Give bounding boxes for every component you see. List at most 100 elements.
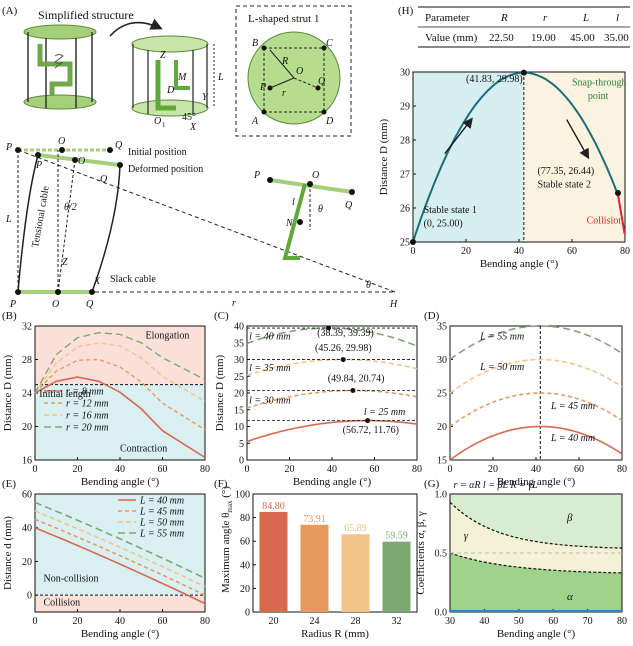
plot-frame [252,493,418,613]
table-header-r-small: r [543,12,548,24]
legend-label-1: L = 40 mm [139,496,184,507]
x-tick-label: 60 [370,464,380,475]
y-tick-label: 28 [400,136,410,147]
x-tick-label: 70 [583,616,593,627]
p2-label: P [259,82,266,93]
panel-d-label: (D) [424,310,440,322]
y-tick-label: 5 [239,439,244,450]
x-tick-label: 20 [285,464,295,475]
x-axis-label: Radius R (mm) [301,628,369,640]
series-label-1: L = 40 mm [550,433,595,444]
contraction-annotation: Contraction [120,444,167,455]
x-diagram-label: X [93,276,101,287]
b2-label: B [252,38,258,49]
series-label-3: L = 50 mm [479,362,524,373]
y-axis-label: Distance D (mm) [214,354,226,431]
peak-annotation: (41.83, 29.98) [466,74,523,85]
y-axis-label: Distance D (mm) [2,354,14,431]
y-tick-label: 20 [240,584,250,595]
y-axis-label: Distance d (mm) [2,516,14,590]
series-line-4 [34,331,206,394]
x-tick-label: 40 [115,616,125,627]
series-label-2: L = 45 mm [550,401,595,412]
y-tick-label: 40 [22,523,32,534]
series-line-3 [449,358,623,394]
peak-annotation-2: (45.26, 29.98) [315,343,372,354]
stable2-point [614,190,621,197]
x-tick-label: 20 [269,616,279,627]
parameter-table: Parameter R r L l Value (mm) 22.50 19.00… [418,6,630,48]
series-label-4: L = 55 mm [479,331,524,342]
y-tick-label: 35 [437,322,447,333]
beta-annotation: β [566,512,573,524]
arrow-down [566,119,590,160]
cylinder-structure [23,24,97,110]
l-detail-label: l [292,197,295,208]
series-line-main [412,71,619,243]
legend-label-3: L = 50 mm [139,518,184,529]
bar-value-label-1: 84.80 [262,501,285,512]
bar-4 [382,541,411,612]
x-tick-label: 0 [245,464,250,475]
angle-label: 45° [182,112,196,123]
x-tick-label: 60 [567,246,577,257]
x-tick-label: 20 [461,246,471,257]
non-collision-annotation: Non-collision [44,574,99,585]
peak-annotation-1: (38.39, 39.39) [317,328,374,339]
x-tick-label: 28 [351,616,361,627]
series-line-1 [34,526,206,605]
p2-diagram-label: P [5,142,12,153]
x-tick-label: 80 [200,616,210,627]
panel-b-label: (B) [2,310,17,322]
y-tick-label: 20 [234,389,244,400]
y-tick-label: 0 [239,456,244,467]
point-m-label: M [177,72,187,83]
table-cell-label: Value (mm) [425,32,478,44]
slack-cable-label: Slack cable [110,274,156,285]
y-tick-label: 35 [234,338,244,349]
panel-e-label: (E) [2,478,16,490]
x-tick-label: 40 [327,464,337,475]
h-point-label: H [389,299,398,310]
y-tick-label: 0 [245,608,250,619]
panel-h-label: (H) [398,5,414,17]
formula-annotation: r = αR l = βL R = γL [453,480,538,491]
panel-a-label: (A) [2,5,18,17]
y-tick-label: 16 [22,456,32,467]
y-tick-label: 32 [22,322,32,333]
series-line-1 [246,419,418,443]
x-axis-label: Bending angle (°) [497,476,576,488]
bar-value-label-3: 65.89 [344,523,367,534]
x-tick-label: 20 [73,616,83,627]
series-line-2 [34,518,206,596]
d2-label: D [325,116,334,127]
y-axis-label: Distance D (mm) [378,118,390,195]
bar-value-label-2: 73.91 [303,514,326,525]
x-tick-label: 0 [448,464,453,475]
x-tick-label: 60 [548,616,558,627]
panel-c-label: (C) [214,310,229,322]
table-cell-r-big: 22.50 [489,32,514,44]
table-header-r-big: R [500,12,508,24]
axis-y-label: Y [202,92,209,103]
stable-state-2-region [523,72,625,242]
series-line-3 [34,342,206,403]
x-axis-label: Bending angle (°) [81,628,160,640]
q1-label: Q [86,299,94,310]
y-tick-label: 30 [437,355,447,366]
chart-h: 0 20 40 60 80 25 26 27 28 29 30 Bending angle (°) Di… [378,68,630,271]
series-line-2 [34,358,206,431]
alpha-annotation: α [567,591,573,603]
q2-diagram-label: Q [115,140,123,151]
x-tick-label: 30 [445,616,455,627]
o1-label: O [154,116,161,127]
gamma-line [449,501,623,549]
a2-label: A [251,116,259,127]
inset-l-strut: L-shaped strut 1 B C A D R r O P Q [235,5,352,137]
panel-a: (A) Simplified structure Z M D [2,5,398,310]
p1-label: P [9,299,16,310]
table-cell-l-small: 35.00 [604,32,629,44]
